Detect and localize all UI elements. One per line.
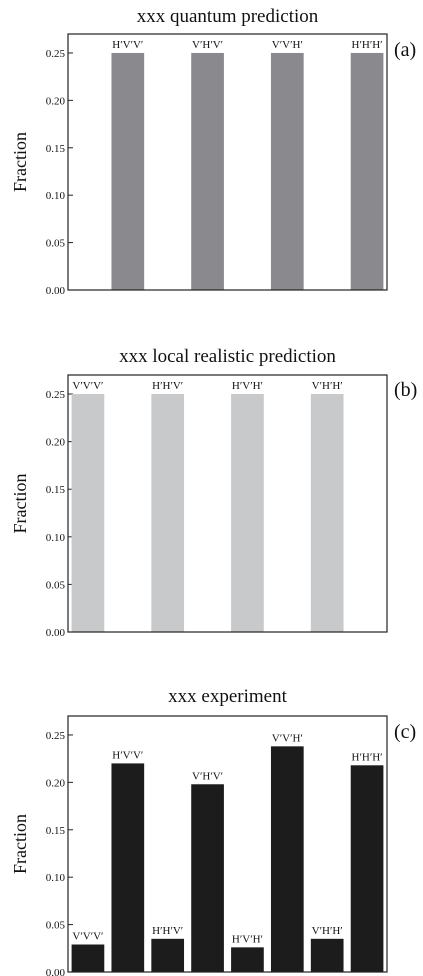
y-tick-label: 0.15 <box>46 484 66 496</box>
bar <box>71 394 105 632</box>
y-tick-label: 0.15 <box>46 143 66 155</box>
y-axis-label: Fraction <box>10 474 30 534</box>
y-tick-label: 0.25 <box>46 48 66 60</box>
bar <box>111 763 145 972</box>
y-axis-label: Fraction <box>10 132 30 192</box>
bar-label: H′V′H′ <box>232 933 263 945</box>
y-tick-label: 0.10 <box>46 190 66 202</box>
plot-frame <box>67 374 388 633</box>
y-tick-label: 0.00 <box>46 627 66 639</box>
bar-label: H′H′V′ <box>152 925 183 937</box>
bar-label: V′V′V′ <box>72 931 103 943</box>
bar <box>151 938 185 972</box>
bar-label: V′H′H′ <box>312 380 343 392</box>
bar-label: H′V′V′ <box>112 749 143 761</box>
y-tick-label: 0.10 <box>46 872 66 884</box>
chart-title: xxx local realistic prediction <box>119 346 336 367</box>
y-tick-label: 0.25 <box>46 730 66 742</box>
bar <box>231 947 264 972</box>
bar <box>151 394 185 632</box>
bar <box>350 765 384 972</box>
bar <box>310 394 344 632</box>
bar-label: V′H′V′ <box>192 39 223 51</box>
y-tick-label: 0.10 <box>46 532 66 544</box>
y-tick-label: 0.20 <box>46 95 66 107</box>
plot-frame <box>67 715 388 973</box>
y-tick-label: 0.00 <box>46 285 66 297</box>
y-tick-label: 0.05 <box>46 920 66 932</box>
bar <box>270 746 304 972</box>
panel-label: (c) <box>394 721 416 743</box>
panel-label: (b) <box>394 379 417 401</box>
bar <box>350 52 384 290</box>
y-tick-label: 0.20 <box>46 777 66 789</box>
bar-label: H′H′V′ <box>152 380 183 392</box>
bar-label: V′V′H′ <box>272 732 303 744</box>
chart-panel-3: xxx experiment (c) Fraction 0.00 0.05 0.10 0.1… <box>10 686 416 976</box>
bar <box>191 52 224 290</box>
bar-label: V′H′V′ <box>192 770 223 782</box>
bar-label: V′V′H′ <box>272 39 303 51</box>
bar <box>231 394 264 632</box>
bar-label: V′V′V′ <box>72 380 103 392</box>
y-tick-label: 0.05 <box>46 579 66 591</box>
bar <box>270 52 304 290</box>
chart-panel-1: xxx quantum prediction (a) Fraction 0.00 0.0… <box>10 6 416 297</box>
chart-title: xxx quantum prediction <box>137 6 319 27</box>
y-tick-label: 0.05 <box>46 238 66 250</box>
y-tick-label: 0.00 <box>46 967 66 976</box>
bar <box>191 784 224 972</box>
bar-label: H′V′H′ <box>232 380 263 392</box>
bar-label: H′H′H′ <box>352 39 383 51</box>
chart-title: xxx experiment <box>168 686 287 707</box>
chart-panel-2: xxx local realistic prediction (b) Fractio… <box>10 346 417 639</box>
bar <box>111 52 145 290</box>
y-tick-label: 0.20 <box>46 437 66 449</box>
y-tick-label: 0.25 <box>46 389 66 401</box>
y-tick-label: 0.15 <box>46 825 66 837</box>
y-axis-label: Fraction <box>10 814 30 874</box>
bar-label: H′H′H′ <box>352 751 383 763</box>
plot-frame <box>67 33 388 291</box>
bar <box>71 944 105 972</box>
panel-label: (a) <box>394 39 416 61</box>
bar <box>310 938 344 972</box>
bar-label: V′H′H′ <box>312 925 343 937</box>
bar-label: H′V′V′ <box>112 39 143 51</box>
